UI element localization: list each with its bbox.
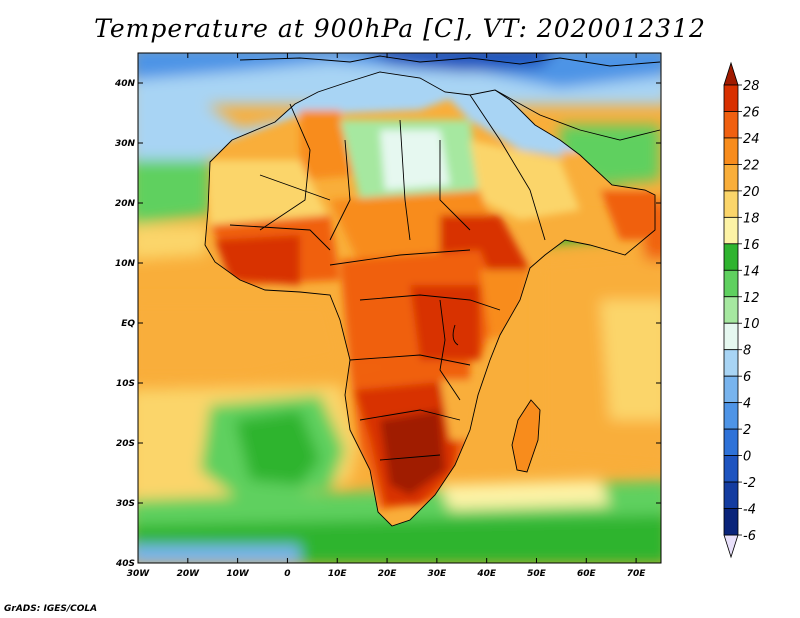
lat-tick-label: 20S bbox=[116, 439, 135, 449]
colorbar-label: 10 bbox=[743, 317, 760, 332]
colorbar-over-arrow bbox=[723, 61, 739, 86]
lat-tick-label: 30N bbox=[115, 139, 136, 149]
colorbar-swatch bbox=[723, 137, 739, 165]
colorbar-label: -6 bbox=[743, 529, 756, 544]
colorbar-label: -4 bbox=[743, 503, 756, 518]
colorbar-swatch bbox=[723, 269, 739, 298]
colorbar-swatch bbox=[723, 455, 739, 483]
plot-frame: 30W 20W 10W 0 10E 20E 30E 40E 50E 60E 70E 40N 30N 20… bbox=[114, 52, 662, 579]
colorbar-swatch bbox=[723, 481, 739, 509]
colorbar-swatch bbox=[723, 190, 739, 218]
lon-tick-label: 70E bbox=[627, 569, 647, 579]
lat-tick-label: 10S bbox=[116, 379, 135, 389]
lat-tick-label: EQ bbox=[121, 319, 135, 329]
colorbar-label: 8 bbox=[743, 344, 751, 359]
lon-tick-label: 10W bbox=[226, 569, 250, 579]
lon-axis: 30W 20W 10W 0 10E 20E 30E 40E 50E 60E 70E bbox=[127, 53, 647, 579]
colorbar-label: -2 bbox=[743, 476, 756, 491]
lon-tick-label: 30E bbox=[428, 569, 448, 579]
colorbar-label: 26 bbox=[743, 105, 760, 120]
colorbar-swatch bbox=[723, 349, 739, 377]
lat-tick-label: 10N bbox=[115, 259, 136, 269]
colorbar-swatch bbox=[723, 296, 739, 324]
lon-tick-label: 60E bbox=[577, 569, 597, 579]
colorbar-label: 24 bbox=[743, 132, 760, 147]
credit-text: GrADS: IGES/COLA bbox=[4, 604, 98, 614]
colorbar-swatch bbox=[723, 164, 739, 192]
lon-tick-label: 30W bbox=[127, 569, 151, 579]
colorbar-swatch bbox=[723, 402, 739, 430]
lon-tick-label: 10E bbox=[328, 569, 348, 579]
colorbar-under-arrow bbox=[723, 534, 739, 559]
colorbar-swatch bbox=[723, 111, 739, 139]
colorbar-swatch bbox=[723, 508, 739, 536]
colorbar-label: 28 bbox=[743, 79, 760, 94]
colorbar-label: 2 bbox=[743, 423, 751, 438]
colorbar-label: 22 bbox=[743, 158, 760, 173]
lon-tick-label: 40E bbox=[476, 569, 497, 579]
chart-title: Temperature at 900hPa [C], VT: 202001231… bbox=[94, 14, 706, 43]
lat-tick-label: 20N bbox=[115, 199, 136, 209]
colorbar-label: 0 bbox=[743, 450, 751, 465]
colorbar-swatch bbox=[723, 243, 739, 271]
colorbar-swatch bbox=[723, 322, 739, 351]
colorbar-label: 6 bbox=[743, 370, 751, 385]
temperature-field bbox=[138, 53, 661, 563]
lat-tick-label: 40S bbox=[115, 559, 135, 569]
colorbar-label: 4 bbox=[743, 397, 751, 412]
colorbar-label: 14 bbox=[743, 264, 760, 279]
coastline-borders bbox=[204, 55, 661, 527]
colorbar-label: 20 bbox=[743, 185, 760, 200]
lon-tick-label: 50E bbox=[527, 569, 547, 579]
colorbar-label: 18 bbox=[743, 211, 760, 226]
colorbar-swatch bbox=[723, 428, 739, 456]
lon-tick-label: 20E bbox=[378, 569, 398, 579]
colorbar-label: 12 bbox=[743, 291, 760, 306]
colorbar-swatch bbox=[723, 84, 739, 112]
lon-tick-label: 0 bbox=[284, 569, 290, 579]
lat-tick-label: 40N bbox=[114, 79, 136, 89]
lat-axis: 40N 30N 20N 10N EQ 10S 20S 30S 40S bbox=[114, 79, 661, 569]
colorbar-swatch bbox=[723, 216, 739, 245]
colorbar-label: 16 bbox=[743, 238, 760, 253]
lat-tick-label: 30S bbox=[116, 499, 135, 509]
colorbar-swatch bbox=[723, 375, 739, 404]
lon-tick-label: 20W bbox=[177, 569, 201, 579]
